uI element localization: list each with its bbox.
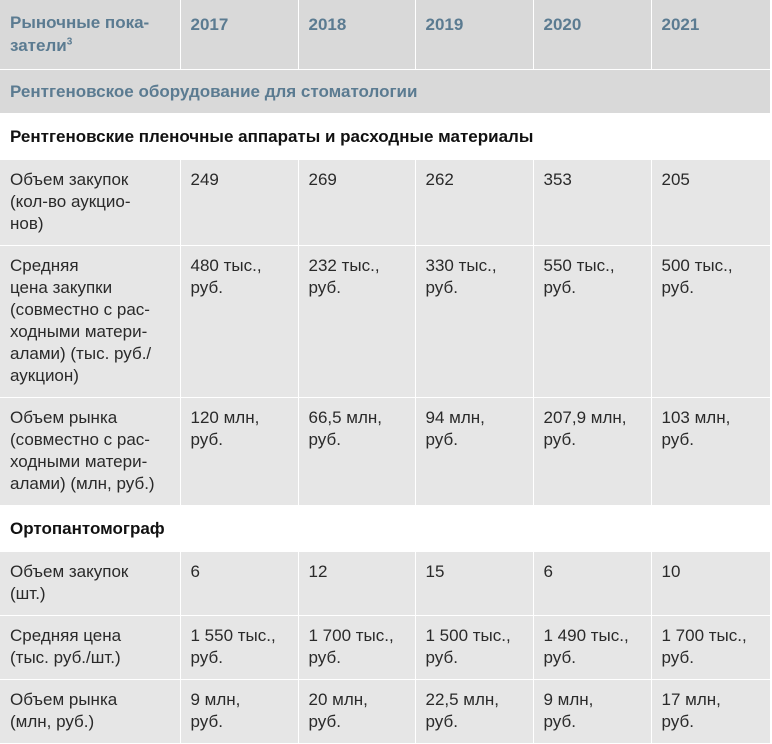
- year-header-2018: 2018: [298, 0, 416, 70]
- cell-value-2017: 249: [180, 159, 299, 246]
- cell-value-2020: 6: [533, 551, 652, 616]
- group-title: Ортопантомограф: [0, 505, 770, 552]
- row-label: Объем рынка (млн, руб.): [0, 679, 181, 744]
- indicator-header-label: Рыночные пока- затели: [10, 13, 150, 55]
- cell-value-2020: 353: [533, 159, 652, 246]
- cell-value-2019: 330 тыс., руб.: [415, 245, 534, 398]
- year-header-2021: 2021: [651, 0, 770, 70]
- table-header: Рыночные пока- затели3 2017 2018 2019 20…: [0, 0, 770, 70]
- cell-value-2018: 1 700 тыс., руб.: [298, 615, 416, 680]
- cell-value-2020: 550 тыс., руб.: [533, 245, 652, 398]
- cell-value-2017: 1 550 тыс., руб.: [180, 615, 299, 680]
- table-row: Объем рынка (совместно с рас- ходными ма…: [0, 397, 770, 506]
- cell-value-2017: 120 млн, руб.: [180, 397, 299, 506]
- row-label: Объем рынка (совместно с рас- ходными ма…: [0, 397, 181, 506]
- cell-value-2018: 232 тыс., руб.: [298, 245, 416, 398]
- cell-value-2020: 207,9 млн, руб.: [533, 397, 652, 506]
- table-row: Объем рынка (млн, руб.) 9 млн, руб. 20 млн…: [0, 679, 770, 744]
- row-label: Средняя цена (тыс. руб./шт.): [0, 615, 181, 680]
- group-title: Рентгеновские пленочные аппараты и расхо…: [0, 113, 770, 160]
- year-header-2019: 2019: [415, 0, 534, 70]
- year-header-2020: 2020: [533, 0, 652, 70]
- table-row: Объем закупок (шт.) 6 12 15 6 10: [0, 551, 770, 616]
- cell-value-2020: 9 млн, руб.: [533, 679, 652, 744]
- table-row: Средняя цена закупки (совместно с рас- х…: [0, 245, 770, 398]
- cell-value-2021: 17 млн, руб.: [651, 679, 770, 744]
- cell-value-2021: 103 млн, руб.: [651, 397, 770, 506]
- cell-value-2018: 66,5 млн, руб.: [298, 397, 416, 506]
- cell-value-2017: 6: [180, 551, 299, 616]
- group-title-row: Рентгеновские пленочные аппараты и расхо…: [0, 113, 770, 160]
- section-row: Рентгеновское оборудование для стоматоло…: [0, 69, 770, 114]
- year-header-2017: 2017: [180, 0, 299, 70]
- section-title: Рентгеновское оборудование для стоматоло…: [0, 69, 770, 114]
- indicator-header: Рыночные пока- затели3: [0, 0, 181, 70]
- footnote-marker: 3: [66, 36, 73, 48]
- cell-value-2019: 262: [415, 159, 534, 246]
- cell-value-2018: 12: [298, 551, 416, 616]
- cell-value-2021: 1 700 тыс., руб.: [651, 615, 770, 680]
- cell-value-2019: 1 500 тыс., руб.: [415, 615, 534, 680]
- header-row: Рыночные пока- затели3 2017 2018 2019 20…: [0, 0, 770, 70]
- cell-value-2019: 15: [415, 551, 534, 616]
- cell-value-2018: 269: [298, 159, 416, 246]
- cell-value-2020: 1 490 тыс., руб.: [533, 615, 652, 680]
- table-body: Рентгеновское оборудование для стоматоло…: [0, 69, 770, 744]
- cell-value-2019: 22,5 млн, руб.: [415, 679, 534, 744]
- table-row: Средняя цена (тыс. руб./шт.) 1 550 тыс., …: [0, 615, 770, 680]
- table-row: Объем закупок (кол-во аукцио- нов) 249 269…: [0, 159, 770, 246]
- row-label: Объем закупок (кол-во аукцио- нов): [0, 159, 181, 246]
- cell-value-2017: 9 млн, руб.: [180, 679, 299, 744]
- cell-value-2018: 20 млн, руб.: [298, 679, 416, 744]
- cell-value-2021: 500 тыс., руб.: [651, 245, 770, 398]
- group-title-row: Ортопантомограф: [0, 505, 770, 552]
- row-label: Объем закупок (шт.): [0, 551, 181, 616]
- cell-value-2021: 10: [651, 551, 770, 616]
- cell-value-2017: 480 тыс., руб.: [180, 245, 299, 398]
- row-label: Средняя цена закупки (совместно с рас- х…: [0, 245, 181, 398]
- cell-value-2019: 94 млн, руб.: [415, 397, 534, 506]
- cell-value-2021: 205: [651, 159, 770, 246]
